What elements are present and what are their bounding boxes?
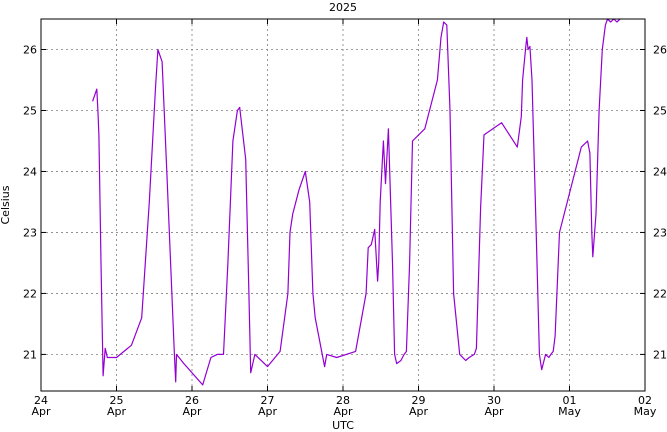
x-tick-label-day: 01 (563, 394, 577, 407)
x-tick-label-month: Apr (182, 405, 202, 418)
y-tick-label-left: 25 (23, 104, 37, 117)
x-tick-label-month: Apr (484, 405, 504, 418)
tick-layer (40, 19, 646, 391)
x-tick-label-month: Apr (31, 405, 51, 418)
y-tick-label-left: 21 (23, 348, 37, 361)
x-tick-label-day: 30 (487, 394, 501, 407)
temperature-series-line (92, 18, 621, 386)
y-tick-label-right: 22 (653, 287, 667, 300)
y-tick-label-right: 21 (653, 348, 667, 361)
y-tick-label-left: 26 (23, 43, 37, 56)
y-tick-label-right: 24 (653, 165, 667, 178)
x-tick-label-month: May (634, 405, 657, 418)
y-tick-label-left: 22 (23, 287, 37, 300)
x-tick-label-day: 26 (185, 394, 199, 407)
x-tick-label-day: 02 (638, 394, 652, 407)
x-tick-label-month: Apr (107, 405, 127, 418)
x-tick-label-month: Apr (333, 405, 353, 418)
y-tick-label-left: 24 (23, 165, 37, 178)
chart-title: 2025 (329, 1, 357, 14)
x-tick-label-day: 28 (336, 394, 350, 407)
y-tick-label-right: 26 (653, 43, 667, 56)
x-tick-label-month: Apr (258, 405, 278, 418)
y-tick-label-right: 25 (653, 104, 667, 117)
x-tick-label-day: 25 (110, 394, 124, 407)
x-tick-label-month: May (558, 405, 581, 418)
grid-layer (41, 19, 645, 391)
series-layer (92, 18, 621, 386)
y-tick-label-left: 23 (23, 226, 37, 239)
x-tick-label-month: Apr (409, 405, 429, 418)
x-tick-label-day: 29 (412, 394, 426, 407)
x-axis-title: UTC (332, 419, 354, 432)
x-tick-label-day: 24 (34, 394, 48, 407)
y-tick-label-right: 23 (653, 226, 667, 239)
x-tick-label-day: 27 (261, 394, 275, 407)
y-axis-title: Celsius (0, 185, 12, 224)
